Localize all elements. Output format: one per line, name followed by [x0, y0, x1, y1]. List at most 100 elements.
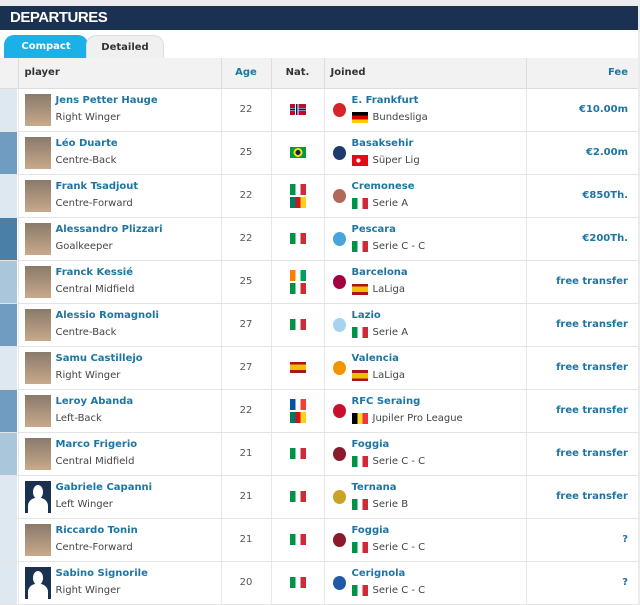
club-name-link[interactable]: RFC Seraing [351, 396, 421, 407]
tab-detailed[interactable]: Detailed [86, 35, 164, 58]
departures-panel: DEPARTURES Compact Detailed player Age N… [0, 6, 638, 605]
league-name[interactable]: Serie C - C [372, 542, 426, 553]
club-crest-icon[interactable] [332, 446, 346, 461]
club-crest-icon[interactable] [332, 188, 346, 203]
club-crest-icon[interactable] [332, 102, 346, 117]
player-name-link[interactable]: Alessio Romagnoli [55, 310, 159, 321]
league-name[interactable]: Serie B [372, 499, 409, 510]
league-name[interactable]: LaLiga [372, 284, 406, 295]
league-name[interactable]: LaLiga [372, 370, 406, 381]
league-name[interactable]: Bundesliga [372, 112, 428, 123]
transfer-fee-link[interactable]: €200Th. [525, 217, 638, 261]
club-crest-icon[interactable] [332, 274, 346, 289]
player-photo[interactable] [24, 308, 51, 341]
player-name-link[interactable]: Léo Duarte [55, 138, 118, 149]
club-crest-icon[interactable] [332, 489, 346, 504]
club-crest-icon[interactable] [332, 360, 346, 375]
player-name-link[interactable]: Alessandro Plizzari [55, 224, 163, 235]
player-name-link[interactable]: Jens Petter Hauge [55, 95, 158, 106]
nationality-cell [270, 131, 324, 175]
club-crest-icon[interactable] [332, 403, 346, 418]
player-photo[interactable] [24, 480, 51, 513]
nationality-flag-cm [289, 411, 306, 423]
nationality-cell [270, 475, 324, 519]
transfer-fee-link[interactable]: free transfer [525, 303, 638, 347]
player-photo[interactable] [24, 222, 51, 255]
player-position: Central Midfield [55, 284, 135, 295]
club-name-link[interactable]: Basaksehir [351, 138, 414, 149]
transfer-fee-link[interactable]: €850Th. [525, 174, 638, 218]
club-name-link[interactable]: Cremonese [351, 181, 415, 192]
header-spacer [0, 58, 18, 89]
club-crest-icon[interactable] [332, 317, 346, 332]
league-name[interactable]: Serie A [372, 327, 409, 338]
club-crest-icon[interactable] [332, 145, 346, 160]
header-age[interactable]: Age [220, 58, 271, 89]
league-flag-it [351, 498, 368, 510]
transfer-fee-link[interactable]: €10.00m [525, 88, 638, 132]
transfer-fee-link[interactable]: free transfer [525, 260, 638, 304]
transfer-fee-link[interactable]: ? [525, 561, 638, 605]
transfer-fee-link[interactable]: free transfer [525, 346, 638, 390]
departures-table: player Age Nat. Joined Fee Jens Petter H… [0, 58, 638, 605]
player-name-link[interactable]: Gabriele Capanni [55, 482, 153, 493]
league-name[interactable]: Jupiler Pro League [372, 413, 463, 424]
player-photo[interactable] [24, 523, 51, 556]
club-name-link[interactable]: Valencia [351, 353, 399, 364]
league-name[interactable]: Serie C - C [372, 241, 426, 252]
nationality-flag-it [289, 577, 306, 588]
league-name[interactable]: Serie C - C [372, 585, 426, 596]
player-name-link[interactable]: Franck Kessié [55, 267, 134, 278]
player-name-link[interactable]: Sabino Signorile [55, 568, 148, 579]
player-photo[interactable] [24, 437, 51, 470]
league-name[interactable]: Serie A [372, 198, 409, 209]
joined-cell: RFC Seraing Jupiler Pro League [323, 389, 526, 433]
player-photo[interactable] [24, 351, 51, 384]
transfer-fee-link[interactable]: ? [525, 518, 638, 562]
row-marker [0, 346, 18, 390]
club-name-link[interactable]: Pescara [351, 224, 396, 235]
league-flag-be [351, 412, 368, 424]
header-fee[interactable]: Fee [525, 58, 638, 89]
club-name-link[interactable]: Barcelona [351, 267, 408, 278]
player-photo[interactable] [24, 265, 51, 298]
row-marker [0, 217, 18, 261]
player-photo[interactable] [24, 179, 51, 212]
player-photo[interactable] [24, 93, 51, 126]
league-name[interactable]: Süper Lig [372, 155, 420, 166]
player-photo[interactable] [24, 136, 51, 169]
player-photo[interactable] [24, 394, 51, 427]
player-name-link[interactable]: Samu Castillejo [55, 353, 143, 364]
club-name-link[interactable]: Cerignola [351, 568, 406, 579]
player-age: 25 [220, 260, 271, 304]
table-row: Léo Duarte Centre-Back 25 Basaksehir Süper… [0, 131, 638, 175]
row-marker [0, 432, 18, 476]
transfer-fee-link[interactable]: free transfer [525, 389, 638, 433]
club-name-link[interactable]: Foggia [351, 439, 390, 450]
table-row: Riccardo Tonin Centre-Forward 21 Foggia Se… [0, 518, 638, 562]
player-age: 25 [220, 131, 271, 175]
nationality-flag-it [289, 534, 306, 545]
club-name-link[interactable]: Ternana [351, 482, 397, 493]
player-name-link[interactable]: Riccardo Tonin [55, 525, 138, 536]
club-crest-icon[interactable] [332, 231, 346, 246]
club-crest-icon[interactable] [332, 575, 346, 590]
player-name-link[interactable]: Frank Tsadjout [55, 181, 139, 192]
league-name[interactable]: Serie C - C [372, 456, 426, 467]
player-position: Central Midfield [55, 456, 135, 467]
player-age: 22 [220, 174, 271, 218]
club-name-link[interactable]: Foggia [351, 525, 390, 536]
player-name-link[interactable]: Marco Frigerio [55, 439, 138, 450]
nationality-cell [270, 346, 324, 390]
player-age: 21 [220, 518, 271, 562]
tab-compact[interactable]: Compact [4, 35, 88, 58]
club-crest-icon[interactable] [332, 532, 346, 547]
league-flag-it [351, 584, 368, 596]
player-position: Centre-Forward [55, 198, 133, 209]
player-name-link[interactable]: Leroy Abanda [55, 396, 134, 407]
transfer-fee-link[interactable]: free transfer [525, 475, 638, 519]
transfer-fee-link[interactable]: free transfer [525, 432, 638, 476]
transfer-fee-link[interactable]: €2.00m [525, 131, 638, 175]
club-name-link[interactable]: Lazio [351, 310, 381, 321]
club-name-link[interactable]: E. Frankfurt [351, 95, 419, 106]
